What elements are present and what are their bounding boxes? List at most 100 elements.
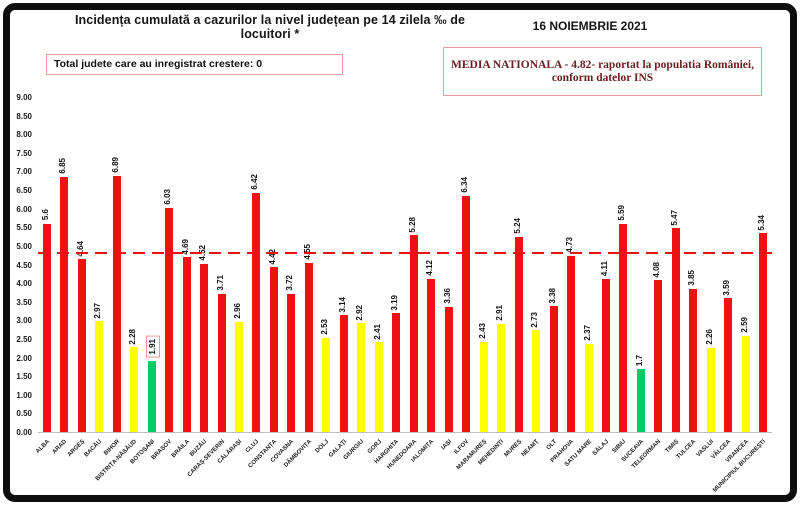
bar-value-label: 5.24 bbox=[512, 218, 522, 234]
bar-bistri-a-n-s-ud bbox=[130, 347, 139, 432]
bar-c-l-ra-i bbox=[234, 321, 243, 432]
bar-cara-severin bbox=[217, 293, 226, 432]
bar-value-label: 2.92 bbox=[355, 304, 365, 321]
bar-value-label: 6.03 bbox=[163, 188, 173, 205]
bar-value-label: 3.85 bbox=[687, 270, 697, 286]
bar-sibiu bbox=[619, 223, 628, 432]
bar-maramure- bbox=[479, 341, 488, 432]
bar-covasna bbox=[287, 293, 296, 432]
bar-br-ila bbox=[182, 257, 191, 432]
bar-value-label: 2.28 bbox=[128, 328, 138, 345]
bar-ia-i bbox=[444, 306, 453, 432]
bar-value-label: 4.12 bbox=[425, 260, 435, 276]
bar-value-label: 5.59 bbox=[617, 205, 627, 221]
bar-hunedoara bbox=[409, 235, 418, 432]
y-axis-tick-label: 0.00 bbox=[16, 428, 32, 437]
bar-v-lcea bbox=[724, 298, 733, 432]
bar-prahova bbox=[567, 255, 576, 432]
y-axis-tick-label: 7.00 bbox=[16, 167, 32, 177]
bar-value-label: 2.53 bbox=[320, 319, 330, 335]
y-axis-tick-label: 8.00 bbox=[16, 130, 32, 140]
bar-value-label: 2.59 bbox=[739, 317, 749, 333]
bar-satu-mare bbox=[584, 343, 593, 432]
bar-value-label: 6.85 bbox=[58, 158, 68, 175]
bar-value-label: 2.91 bbox=[495, 305, 505, 321]
y-axis-tick-label: 6.00 bbox=[16, 204, 32, 214]
y-axis-tick-label: 5.00 bbox=[16, 241, 32, 251]
bar-bra-ov bbox=[165, 207, 174, 432]
bar-tulcea bbox=[689, 288, 698, 432]
bar-value-label: 1.91 bbox=[145, 336, 160, 358]
y-axis-tick-label: 4.50 bbox=[16, 260, 32, 270]
bar-value-label: 2.43 bbox=[477, 322, 487, 339]
bar-cluj bbox=[252, 193, 261, 432]
bar-value-label: 2.96 bbox=[232, 303, 242, 319]
bar-value-label: 1.7 bbox=[634, 354, 644, 366]
bar-gala-i bbox=[339, 315, 348, 432]
total-counties-increase-box: Total judete care au inregistrat crester… bbox=[46, 54, 343, 75]
bar-harghita bbox=[392, 313, 401, 432]
bar-teleorman bbox=[654, 280, 663, 432]
bar-boto-ani bbox=[147, 360, 156, 432]
y-axis-tick-label: 9.00 bbox=[16, 93, 32, 102]
y-axis-tick-label: 3.50 bbox=[16, 297, 32, 307]
bar-value-label: 2.41 bbox=[372, 323, 382, 340]
bar-s-laj bbox=[601, 279, 610, 432]
national-average-line bbox=[38, 251, 772, 254]
bar-bac-u bbox=[95, 321, 104, 432]
bar-arge- bbox=[77, 259, 86, 432]
bar-value-label: 4.11 bbox=[599, 260, 609, 277]
bar-mehedin-i bbox=[497, 323, 506, 432]
bar-olt bbox=[549, 306, 558, 432]
bar-ilfov bbox=[462, 196, 471, 432]
y-axis-tick-label: 3.00 bbox=[16, 316, 32, 326]
bar-bihor bbox=[112, 175, 121, 432]
bar-suceava bbox=[636, 368, 645, 432]
bar-buz-u bbox=[200, 263, 209, 432]
y-axis-tick-label: 5.50 bbox=[16, 223, 32, 233]
bar-dolj bbox=[322, 337, 331, 432]
national-average-box: MEDIA NATIONALA - 4.82- raportat la popu… bbox=[443, 47, 762, 96]
bar-value-label: 2.37 bbox=[582, 325, 592, 341]
bar-vaslui bbox=[706, 347, 715, 432]
report-date: 16 NOIEMBRIE 2021 bbox=[532, 19, 648, 33]
bar-value-label: 6.42 bbox=[250, 174, 260, 191]
y-axis-tick-label: 7.50 bbox=[16, 148, 32, 158]
bar-vrancea bbox=[741, 335, 750, 432]
bar-value-label: 5.34 bbox=[757, 214, 767, 231]
bar-value-label: 5.6 bbox=[40, 209, 50, 221]
bar-value-label: 3.38 bbox=[547, 287, 557, 304]
bar-timi- bbox=[671, 228, 680, 432]
bar-ialomi-a bbox=[427, 278, 436, 432]
plot-area: 5.66.854.642.976.892.281.916.034.694.523… bbox=[38, 97, 772, 433]
bar-arad bbox=[60, 177, 69, 432]
y-axis-tick-label: 4.00 bbox=[16, 279, 32, 289]
y-axis-tick-label: 1.00 bbox=[16, 390, 32, 400]
bar-value-label: 3.14 bbox=[337, 296, 347, 313]
y-axis-tick-label: 2.00 bbox=[16, 353, 32, 363]
bar-value-label: 2.97 bbox=[93, 302, 103, 319]
bar-value-label: 6.34 bbox=[460, 177, 470, 194]
bar-d-mbovi-a bbox=[304, 262, 313, 432]
y-axis-tick-label: 2.50 bbox=[16, 334, 32, 344]
bar-neam- bbox=[532, 330, 541, 432]
bar-value-label: 5.28 bbox=[407, 216, 417, 233]
national-average-text-line1: MEDIA NATIONALA - 4.82- raportat la popu… bbox=[451, 59, 754, 71]
total-counties-increase-text: Total judete care au inregistrat crester… bbox=[54, 58, 263, 70]
bar-value-label: 3.72 bbox=[285, 274, 295, 291]
y-axis-tick-label: 6.50 bbox=[16, 186, 32, 196]
bar-value-label: 4.08 bbox=[652, 261, 662, 278]
bar-value-label: 2.26 bbox=[704, 329, 714, 345]
bar-constan-a bbox=[269, 267, 278, 432]
bar-value-label: 3.19 bbox=[390, 294, 400, 311]
chart-title: Incidența cumulată a cazurilor la nivel … bbox=[74, 13, 466, 41]
x-axis: ALBA ARAD ARGEȘ BACĂU BIHOR BISTRIȚA-NĂSĂUD BO… bbox=[35, 433, 772, 503]
bar-giurgiu bbox=[357, 323, 366, 432]
y-axis-tick-label: 8.50 bbox=[16, 111, 32, 121]
bar-value-label: 3.71 bbox=[215, 275, 225, 291]
bar-value-label: 6.89 bbox=[110, 156, 120, 173]
bar-alba bbox=[42, 223, 51, 432]
bar-value-label: 3.36 bbox=[442, 288, 452, 304]
bar-value-label: 2.73 bbox=[530, 311, 540, 328]
